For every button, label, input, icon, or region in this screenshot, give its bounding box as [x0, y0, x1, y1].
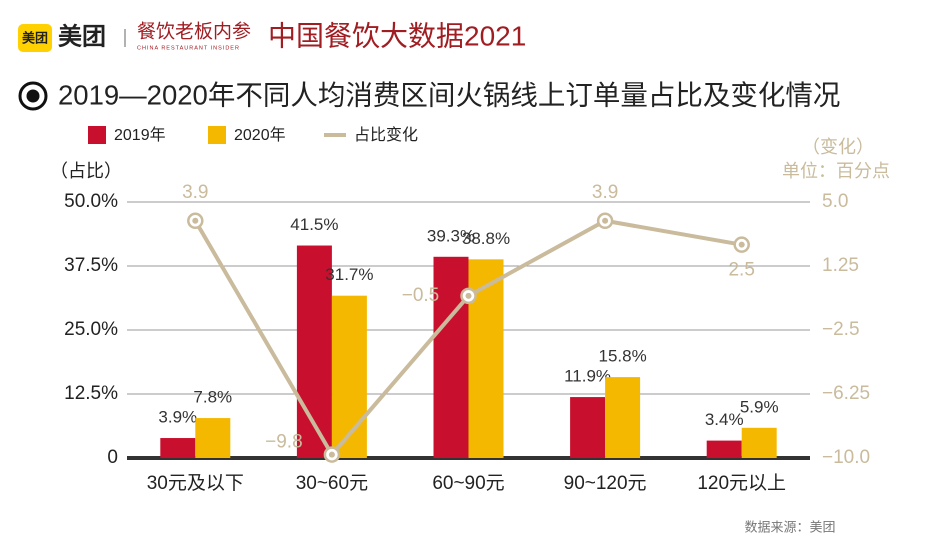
bar-label: 41.5%: [290, 215, 338, 234]
y-tick-label: 37.5%: [64, 255, 118, 276]
bar: [468, 259, 504, 458]
bar: [570, 397, 606, 458]
legend-label: 占比变化: [354, 126, 418, 144]
y2-unit: 单位：百分点: [782, 161, 890, 181]
line-label: 3.9: [592, 182, 618, 203]
legend-label: 2019年: [114, 126, 166, 144]
legend-label: 2020年: [234, 126, 286, 144]
y2-tick-label: −6.25: [822, 383, 870, 404]
line-marker-dot: [602, 217, 609, 224]
bar-label: 11.9%: [564, 367, 611, 386]
y2-tick-label: 5.0: [822, 191, 848, 212]
y2-axis-label: （变化）: [802, 137, 874, 157]
x-tick-label: 30~60元: [296, 473, 368, 494]
legend-swatch: [208, 126, 226, 144]
line-label: −0.5: [402, 285, 440, 306]
bar-label: 31.7%: [325, 265, 373, 284]
x-tick-label: 30元及以下: [147, 473, 244, 494]
y2-tick-label: 1.25: [822, 255, 859, 276]
bar: [605, 377, 641, 458]
bar-label: 3.9%: [158, 408, 197, 427]
bar: [160, 438, 196, 458]
title-icon-dot: [26, 89, 40, 103]
y-tick-label: 25.0%: [64, 319, 118, 340]
line-marker-dot: [738, 241, 745, 248]
y-tick-label: 12.5%: [64, 383, 118, 404]
x-tick-label: 120元以上: [697, 472, 786, 494]
bar: [195, 418, 231, 458]
y-tick-label: 0: [107, 447, 118, 468]
line-label: −9.8: [265, 432, 303, 453]
legend-swatch: [88, 126, 106, 144]
x-tick-label: 90~120元: [564, 473, 647, 494]
source: 数据来源：美团: [744, 519, 835, 534]
line-label: 2.5: [728, 260, 754, 281]
bar: [706, 440, 742, 458]
bar-label: 38.8%: [462, 229, 510, 248]
logo: [18, 24, 52, 52]
y2-tick-label: −10.0: [822, 447, 870, 468]
bar-label: 3.4%: [705, 410, 744, 429]
bar-label: 7.8%: [193, 388, 232, 407]
chart-title: 2019—2020年不同人均消费区间火锅线上订单量占比及变化情况: [58, 79, 840, 110]
bar-label: 5.9%: [740, 397, 779, 416]
y-axis-label: （占比）: [50, 161, 122, 181]
y-tick-label: 50.0%: [64, 191, 118, 212]
logo-text: 美团: [22, 30, 48, 45]
line-marker-dot: [192, 217, 199, 224]
line-label: 3.9: [182, 182, 208, 203]
partner: 餐饮老板内参: [137, 20, 251, 42]
y2-tick-label: −2.5: [822, 319, 860, 340]
line-marker-dot: [465, 292, 472, 299]
bar-label: 15.8%: [598, 347, 646, 366]
partner-sub: CHINA RESTAURANT INSIDER: [137, 45, 240, 51]
brand: 美团: [58, 22, 106, 50]
line-marker-dot: [328, 451, 335, 458]
bar: [741, 427, 777, 458]
x-tick-label: 60~90元: [432, 473, 504, 494]
header-title: 中国餐饮大数据2021: [268, 20, 526, 51]
bar: [331, 295, 367, 458]
title-icon: [18, 81, 48, 111]
bar-label: 39.3%: [427, 226, 475, 245]
